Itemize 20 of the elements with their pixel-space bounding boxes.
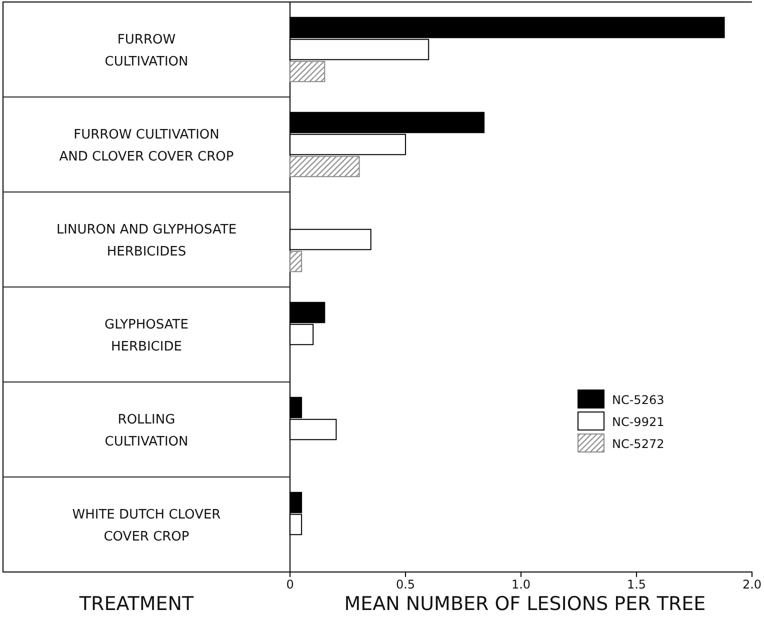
y-tick-label: ROLLING CULTIVATION [104, 412, 188, 450]
legend-label: NC-5263 [612, 393, 664, 407]
x-tick-label: 1.0 [511, 578, 531, 592]
legend-label: NC-9921 [612, 415, 664, 429]
bar [290, 60, 326, 82]
x-tick-label: 2.0 [742, 578, 762, 592]
y-tick-label: FURROW CULTIVATION [104, 32, 188, 70]
bar [290, 250, 302, 272]
x-tick-label: 1.5 [626, 578, 646, 592]
bar [290, 156, 360, 178]
legend-label: NC-5272 [612, 437, 664, 451]
x-tick-label: 0.5 [396, 578, 416, 592]
x-axis-title: MEAN NUMBER OF LESIONS PER TREE [344, 593, 706, 615]
bar [290, 228, 372, 250]
y-tick-label: GLYPHOSATE HERBICIDE [104, 318, 188, 354]
y-axis-title: TREATMENT [78, 593, 194, 615]
y-tick-label: WHITE DUTCH CLOVER COVER CROP [72, 508, 221, 544]
y-tick-label: LINURON AND GLYPHOSATE HERBICIDES [56, 222, 237, 260]
x-tick-label: 0 [286, 578, 294, 592]
y-tick-label: FURROW CULTIVATION AND CLOVER COVER CROP [59, 128, 234, 164]
